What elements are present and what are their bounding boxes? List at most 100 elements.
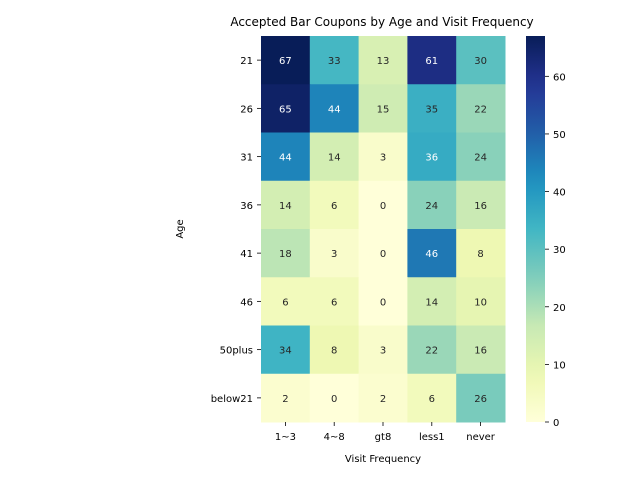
heatmap-cell	[261, 277, 311, 326]
colorbar-tick-label: 40	[553, 188, 566, 199]
cell-value-label: 34	[279, 346, 292, 357]
heatmap-cell	[358, 229, 408, 278]
y-axis-label: Age	[175, 219, 186, 238]
heatmap-cell	[309, 229, 360, 278]
cell-value-label: 24	[425, 201, 438, 212]
heatmap-cell	[358, 277, 408, 326]
y-tick-label: 31	[240, 153, 253, 164]
colorbar	[526, 36, 545, 422]
x-axis-label: Visit Frequency	[345, 454, 421, 465]
heatmap-cell	[261, 229, 311, 278]
colorbar-ticks: 0 10 20 30 40 50 60	[545, 72, 566, 429]
heatmap-cell	[309, 277, 360, 326]
cell-value-label: 36	[425, 153, 438, 164]
heatmap-cell	[309, 373, 360, 423]
cell-value-label: 6	[331, 201, 337, 212]
cell-value-label: 2	[282, 394, 288, 405]
cell-value-label: 3	[331, 249, 337, 260]
heatmap-cell	[358, 132, 408, 182]
chart-title: Accepted Bar Coupons by Age and Visit Fr…	[230, 15, 533, 29]
heatmap-cell	[358, 325, 408, 375]
x-tick-label: never	[466, 432, 496, 443]
x-tick-label: 1~3	[275, 432, 296, 443]
cell-value-label: 0	[380, 297, 386, 308]
cell-value-label: 33	[328, 56, 341, 67]
cell-value-label: 44	[328, 104, 341, 115]
heatmap-cell	[456, 180, 506, 230]
heatmap-cell	[456, 229, 506, 278]
cell-value-label: 2	[380, 394, 386, 405]
cell-value-label: 14	[328, 153, 341, 164]
y-tick-label: 46	[240, 297, 253, 308]
heatmap-cell	[407, 229, 457, 278]
heatmap-cell	[261, 36, 311, 85]
y-tick-label: 21	[240, 56, 253, 67]
heatmap-cell	[407, 180, 457, 230]
cell-value-label: 65	[279, 104, 292, 115]
cell-value-label: 24	[474, 153, 487, 164]
heatmap-cell	[309, 180, 360, 230]
cell-value-label: 13	[377, 56, 390, 67]
y-tick-label: 26	[240, 104, 253, 115]
heatmap-cell	[309, 36, 360, 85]
cell-value-label: 14	[279, 201, 292, 212]
cell-value-label: 6	[331, 297, 337, 308]
cell-value-label: 10	[474, 297, 487, 308]
heatmap-cell	[407, 84, 457, 133]
colorbar-tick-label: 30	[553, 245, 566, 256]
colorbar-tick-label: 60	[553, 72, 566, 83]
cell-value-label: 0	[380, 201, 386, 212]
cell-value-label: 16	[474, 346, 487, 357]
heatmap-cell	[261, 180, 311, 230]
y-tick-label: below21	[211, 394, 253, 405]
cell-value-label: 18	[279, 249, 292, 260]
heatmap-cell	[456, 325, 506, 375]
colorbar-tick-label: 20	[553, 303, 566, 314]
cell-value-label: 6	[282, 297, 288, 308]
cell-value-label: 0	[380, 249, 386, 260]
cell-value-label: 16	[474, 201, 487, 212]
cell-value-label: 44	[279, 153, 292, 164]
heatmap-cell	[261, 373, 311, 423]
cell-value-label: 14	[425, 297, 438, 308]
x-tick-label: less1	[419, 432, 445, 443]
heatmap-cell	[456, 373, 506, 423]
heatmap-cell	[407, 373, 457, 423]
heatmap-cell	[358, 373, 408, 423]
cell-value-label: 22	[474, 104, 487, 115]
heatmap-cell	[407, 325, 457, 375]
heatmap-cell	[456, 36, 506, 85]
cell-value-label: 8	[477, 249, 483, 260]
heatmap-cell	[407, 36, 457, 85]
cell-value-label: 8	[331, 346, 337, 357]
cell-value-label: 67	[279, 56, 292, 67]
cell-value-label: 0	[331, 394, 337, 405]
cell-value-label: 26	[474, 394, 487, 405]
colorbar-tick-label: 50	[553, 130, 566, 141]
heatmap-cell	[261, 132, 311, 182]
x-tick-label: gt8	[375, 432, 392, 443]
heatmap-cell	[407, 277, 457, 326]
cell-value-label: 3	[380, 346, 386, 357]
y-tick-label: 36	[240, 201, 253, 212]
cell-value-label: 30	[474, 56, 487, 67]
heatmap-cell	[456, 84, 506, 133]
y-axis: 21 26 31 36 41 46 50plus below21	[211, 56, 261, 405]
heatmap-cell	[309, 325, 360, 375]
x-axis: 1~3 4~8 gt8 less1 never	[275, 422, 496, 443]
x-tick-label: 4~8	[324, 432, 345, 443]
heatmap-cell	[358, 36, 408, 85]
cell-value-label: 3	[380, 153, 386, 164]
heatmap-cell	[261, 325, 311, 375]
heatmap-cell	[309, 84, 360, 133]
heatmap-cell	[407, 132, 457, 182]
y-tick-label: 50plus	[220, 346, 253, 357]
heatmap-cell	[309, 132, 360, 182]
cell-value-label: 6	[429, 394, 435, 405]
cell-value-label: 61	[425, 56, 438, 67]
heatmap-cell	[358, 180, 408, 230]
heatmap-cell	[261, 84, 311, 133]
heatmap-cell	[456, 132, 506, 182]
